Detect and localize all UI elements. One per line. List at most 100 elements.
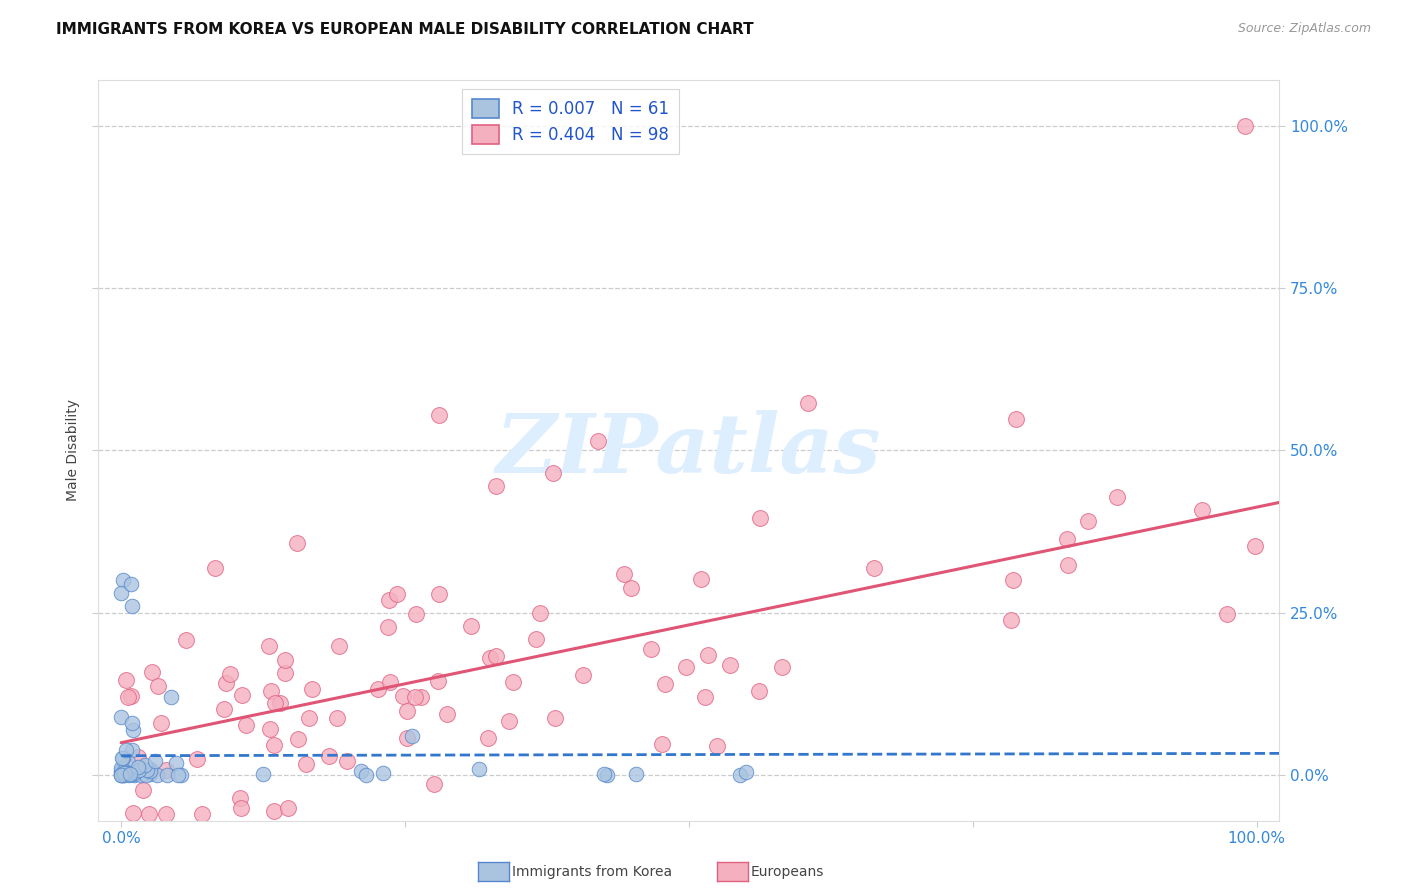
Point bbox=[110, 761, 132, 775]
Point bbox=[115, 673, 138, 687]
Point bbox=[111, 761, 134, 775]
Point bbox=[112, 768, 135, 782]
Point bbox=[477, 731, 499, 745]
Point bbox=[139, 767, 162, 781]
Point bbox=[155, 763, 177, 777]
Point bbox=[117, 690, 139, 705]
Point bbox=[429, 587, 451, 601]
Point bbox=[572, 668, 595, 682]
Point bbox=[651, 738, 673, 752]
Point bbox=[1056, 533, 1078, 547]
Point bbox=[110, 764, 132, 778]
Point bbox=[354, 768, 377, 782]
Point bbox=[373, 766, 395, 780]
Point bbox=[122, 768, 145, 782]
Point bbox=[128, 764, 150, 778]
Point bbox=[502, 675, 524, 690]
Y-axis label: Male Disability: Male Disability bbox=[66, 400, 80, 501]
Point bbox=[693, 690, 716, 705]
Point bbox=[706, 739, 728, 754]
Point bbox=[350, 764, 373, 778]
Point bbox=[111, 751, 134, 765]
Point bbox=[155, 768, 177, 782]
Point bbox=[748, 511, 770, 525]
Point bbox=[541, 466, 564, 480]
Point bbox=[285, 535, 308, 549]
Point bbox=[259, 722, 281, 736]
Point bbox=[385, 586, 408, 600]
Point bbox=[146, 679, 169, 693]
Point bbox=[260, 684, 283, 698]
Point bbox=[134, 757, 156, 772]
Point bbox=[167, 768, 190, 782]
Point bbox=[115, 765, 138, 780]
Text: Source: ZipAtlas.com: Source: ZipAtlas.com bbox=[1237, 22, 1371, 36]
Point bbox=[318, 749, 340, 764]
Point bbox=[112, 764, 135, 778]
Point bbox=[129, 768, 152, 782]
Point bbox=[654, 677, 676, 691]
Point bbox=[423, 777, 446, 791]
Point bbox=[1191, 503, 1213, 517]
Point bbox=[326, 711, 349, 725]
Point bbox=[228, 791, 250, 805]
Point bbox=[592, 767, 614, 781]
Point bbox=[118, 767, 141, 781]
Point bbox=[1215, 607, 1237, 621]
Point bbox=[1077, 514, 1099, 528]
Point bbox=[191, 807, 214, 822]
Text: IMMIGRANTS FROM KOREA VS EUROPEAN MALE DISABILITY CORRELATION CHART: IMMIGRANTS FROM KOREA VS EUROPEAN MALE D… bbox=[56, 22, 754, 37]
Point bbox=[138, 807, 160, 822]
Point bbox=[696, 648, 718, 663]
Point bbox=[127, 760, 149, 774]
Point bbox=[215, 675, 238, 690]
Point bbox=[613, 566, 636, 581]
Point bbox=[1000, 613, 1022, 627]
Point bbox=[127, 749, 149, 764]
Point bbox=[478, 651, 501, 665]
Point bbox=[427, 673, 450, 688]
Point bbox=[1001, 573, 1024, 587]
Point bbox=[269, 696, 291, 710]
Point bbox=[165, 756, 187, 770]
Point bbox=[135, 768, 157, 782]
Point bbox=[204, 561, 226, 575]
Point bbox=[524, 632, 547, 646]
Point bbox=[112, 750, 135, 764]
Point bbox=[117, 765, 139, 780]
Point bbox=[145, 768, 167, 782]
Point bbox=[111, 574, 134, 588]
Point bbox=[405, 607, 427, 621]
Point bbox=[117, 767, 139, 781]
Point bbox=[136, 763, 159, 777]
Point bbox=[1234, 119, 1257, 133]
Point bbox=[401, 729, 423, 743]
Point bbox=[436, 706, 458, 721]
Point bbox=[212, 701, 235, 715]
Point bbox=[124, 765, 146, 780]
Point bbox=[287, 731, 309, 746]
Point bbox=[117, 755, 139, 769]
Point bbox=[336, 754, 359, 768]
Point bbox=[120, 689, 142, 703]
Point bbox=[298, 711, 321, 725]
Point bbox=[139, 764, 162, 779]
Point bbox=[728, 768, 751, 782]
Point bbox=[1005, 412, 1028, 426]
Point bbox=[274, 665, 297, 680]
Point bbox=[404, 690, 426, 704]
Point bbox=[112, 766, 135, 780]
Point bbox=[1107, 490, 1129, 504]
Point bbox=[689, 572, 711, 586]
Point bbox=[235, 718, 257, 732]
Point bbox=[218, 667, 240, 681]
Point bbox=[624, 766, 647, 780]
Point bbox=[301, 681, 323, 696]
Point bbox=[264, 696, 287, 710]
Point bbox=[467, 762, 489, 776]
Point bbox=[529, 607, 551, 621]
Point bbox=[115, 766, 138, 780]
Point bbox=[274, 653, 297, 667]
Point bbox=[141, 665, 163, 680]
Point bbox=[111, 768, 134, 782]
